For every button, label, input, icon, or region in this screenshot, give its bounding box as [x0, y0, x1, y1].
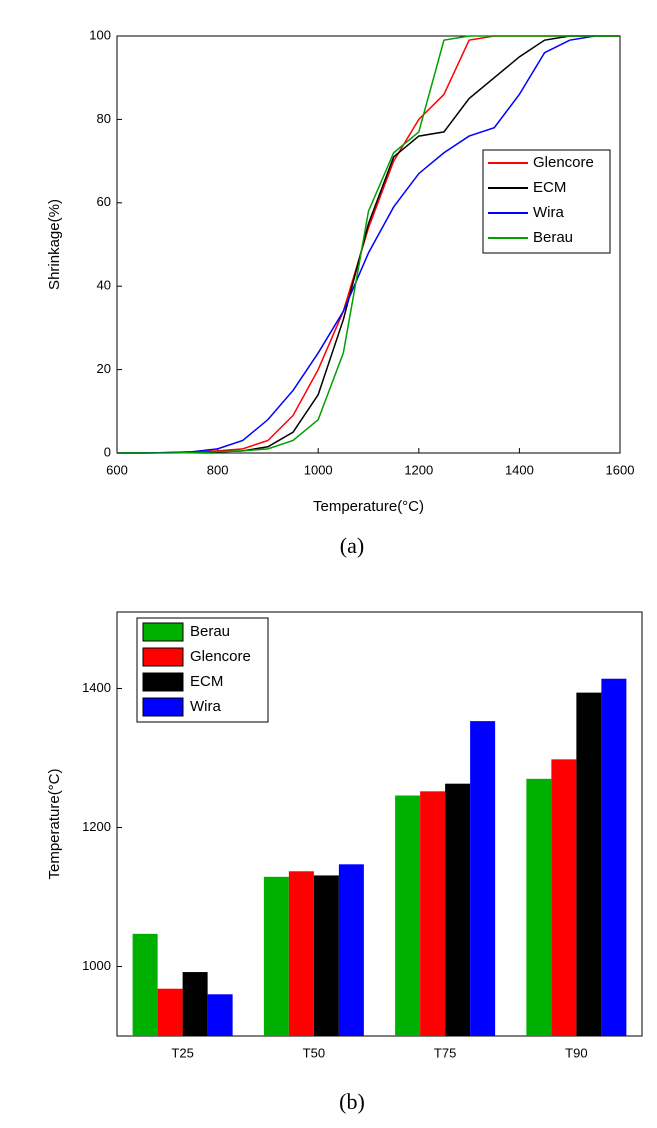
bar [263, 876, 289, 1036]
legend-box [482, 149, 611, 254]
plot-frame [116, 611, 643, 1037]
y-tick-label: 80 [97, 111, 111, 126]
x-tick-label: T50 [303, 1045, 325, 1060]
line-series [117, 35, 620, 454]
legend-label: Glencore [190, 648, 251, 665]
caption: (a) [340, 533, 364, 558]
bar [288, 871, 314, 1036]
y-tick-label: 1400 [82, 680, 111, 695]
bar [526, 778, 552, 1036]
bar [470, 721, 496, 1036]
legend-label: Berau [190, 623, 230, 640]
x-tick-label: 600 [106, 462, 128, 477]
bar [157, 988, 183, 1036]
y-axis-label: Temperature(°C) [46, 768, 63, 879]
legend-swatch [142, 672, 184, 692]
bar [395, 795, 421, 1036]
legend-label: ECM [190, 673, 223, 690]
x-tick-label: 800 [207, 462, 229, 477]
y-tick-label: 60 [97, 194, 111, 209]
bar [132, 933, 158, 1036]
bar [313, 875, 339, 1036]
x-tick-label: 1000 [304, 462, 333, 477]
legend-label: Berau [533, 229, 573, 246]
y-tick-label: 20 [97, 361, 111, 376]
bar [551, 759, 577, 1036]
x-tick-label: 1600 [606, 462, 635, 477]
bar [601, 678, 627, 1036]
caption: (b) [339, 1089, 365, 1114]
legend-label: ECM [533, 179, 566, 196]
legend-swatch [142, 647, 184, 667]
y-axis-label: Shrinkage(%) [46, 199, 63, 290]
y-tick-label: 40 [97, 278, 111, 293]
legend-label: Wira [533, 204, 564, 221]
legend-label: Wira [190, 698, 221, 715]
plot-frame [116, 35, 621, 454]
y-tick-label: 0 [104, 444, 111, 459]
bar [182, 972, 208, 1036]
bar [338, 864, 364, 1036]
x-tick-label: T75 [434, 1045, 456, 1060]
x-tick-label: 1400 [505, 462, 534, 477]
x-tick-label: T25 [171, 1045, 193, 1060]
y-tick-label: 1000 [82, 958, 111, 973]
x-tick-label: T90 [565, 1045, 587, 1060]
bar [420, 791, 446, 1036]
x-tick-label: 1200 [404, 462, 433, 477]
legend-label: Glencore [533, 154, 594, 171]
legend-swatch [142, 622, 184, 642]
y-tick-label: 1200 [82, 819, 111, 834]
y-tick-label: 100 [89, 27, 111, 42]
bar [445, 783, 471, 1036]
bar [207, 994, 233, 1036]
legend-swatch [142, 697, 184, 717]
bar [576, 692, 602, 1036]
x-axis-label: Temperature(°C) [313, 498, 424, 515]
